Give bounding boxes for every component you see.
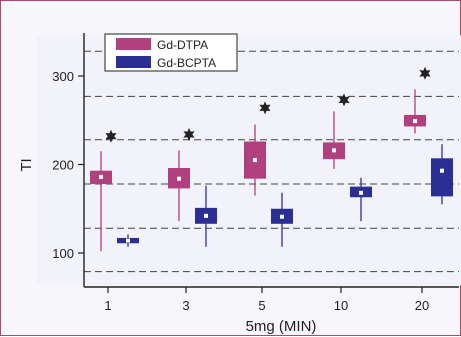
y-axis-title: TI — [18, 158, 35, 171]
x-ticks: 1 3 5 10 20 — [104, 287, 429, 313]
significance-star-20 — [419, 66, 431, 80]
mean-marker-gd-dtpa-2 — [253, 158, 257, 163]
y-tick-label-100: 100 — [52, 246, 74, 261]
x-tick-label-1: 1 — [104, 298, 111, 313]
legend-swatch-gd-bcpta — [116, 56, 151, 68]
mean-marker-gd-bcpta-0 — [126, 238, 130, 243]
x-tick-label-20: 20 — [415, 298, 429, 313]
grid-lines — [84, 50, 459, 273]
legend: Gd-DTPA Gd-BCPTA — [104, 33, 238, 72]
significance-stars — [105, 66, 431, 143]
significance-star-5 — [259, 101, 271, 115]
x-axis-title: 5mg (MIN) — [246, 318, 317, 335]
x-tick-label-3: 3 — [182, 298, 189, 313]
mean-marker-gd-bcpta-2 — [280, 214, 284, 219]
mean-marker-gd-bcpta-1 — [204, 213, 208, 218]
legend-label-gd-bcpta: Gd-BCPTA — [157, 56, 216, 70]
legend-swatch-gd-dtpa — [116, 38, 151, 50]
mean-marker-gd-bcpta-4 — [440, 168, 444, 173]
mean-marker-gd-dtpa-1 — [177, 176, 181, 181]
box-series — [90, 89, 453, 252]
mean-marker-gd-bcpta-3 — [359, 190, 363, 195]
significance-star-3 — [183, 127, 195, 141]
mean-marker-gd-dtpa-4 — [413, 119, 417, 124]
significance-star-1 — [105, 129, 117, 143]
y-tick-label-200: 200 — [52, 158, 74, 173]
legend-label-gd-dtpa: Gd-DTPA — [157, 38, 208, 52]
significance-star-10 — [338, 93, 350, 107]
x-tick-label-10: 10 — [334, 298, 348, 313]
y-tick-label-300: 300 — [52, 69, 74, 84]
mean-marker-gd-dtpa-0 — [99, 174, 103, 179]
mean-marker-gd-dtpa-3 — [332, 148, 336, 153]
y-ticks: 100 200 300 — [52, 69, 84, 261]
x-tick-label-5: 5 — [258, 298, 265, 313]
box-gd-bcpta-4 — [431, 158, 453, 197]
